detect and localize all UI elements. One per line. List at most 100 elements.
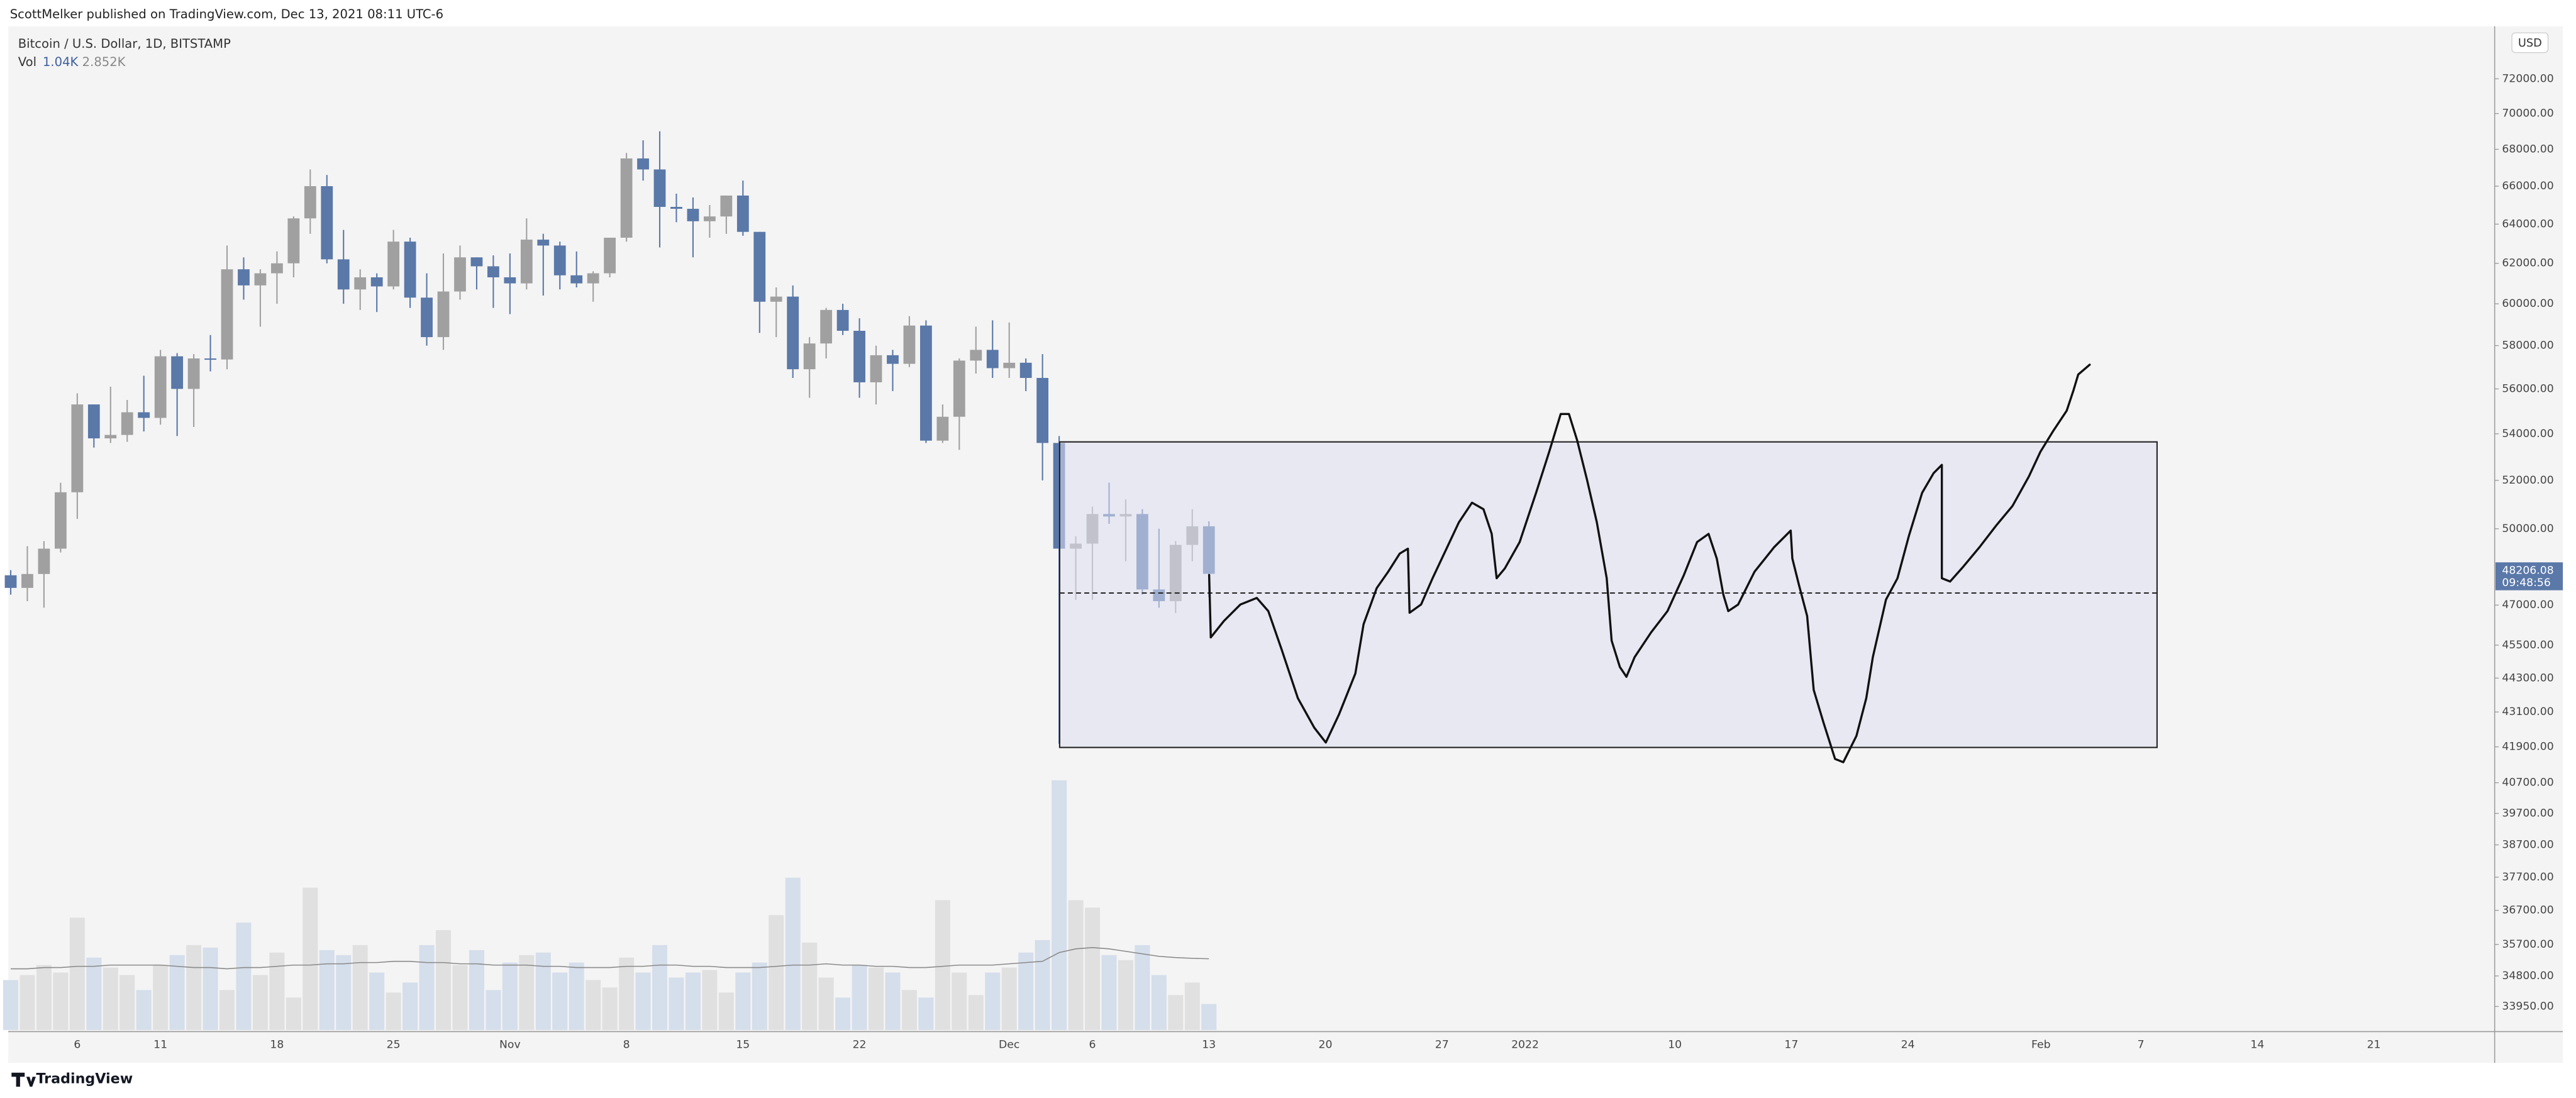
x-tick-label: 27 — [1435, 1038, 1449, 1051]
candle-body — [337, 259, 350, 290]
volume-ma-last: 2.852K — [82, 55, 126, 69]
candle-body — [703, 216, 716, 221]
publisher-note: ScottMelker published on TradingView.com… — [10, 7, 443, 21]
volume-bar — [336, 955, 352, 1030]
candle-body — [1019, 362, 1032, 378]
volume-bar — [1018, 952, 1034, 1030]
candle-body — [287, 218, 300, 263]
volume-bar — [452, 965, 468, 1030]
volume-bar — [1085, 907, 1101, 1030]
volume-bar — [286, 997, 301, 1030]
currency-button[interactable] — [2511, 32, 2549, 53]
x-tick-label: 18 — [270, 1038, 284, 1051]
candle-body — [254, 273, 267, 286]
candle-body — [71, 404, 84, 492]
y-tick-label: 38700.00 — [2502, 838, 2553, 851]
volume-bar — [685, 972, 701, 1030]
candle-body — [187, 358, 200, 389]
volume-bar — [252, 975, 268, 1030]
volume-bar — [735, 972, 751, 1030]
volume-bar — [901, 990, 917, 1030]
volume-bar — [985, 972, 1001, 1030]
volume-bar — [386, 992, 401, 1030]
volume-bar — [1151, 975, 1167, 1030]
candle-body — [437, 291, 450, 338]
y-tick-label: 37700.00 — [2502, 871, 2553, 884]
volume-label: Vol — [18, 55, 36, 69]
candle-body — [1003, 362, 1016, 369]
volume-bar — [835, 997, 851, 1030]
candle-body — [21, 574, 33, 588]
candle-body — [853, 331, 865, 382]
volume-bar — [269, 952, 285, 1030]
candle-body — [354, 277, 367, 290]
volume-bar — [718, 992, 734, 1030]
volume-bar — [952, 972, 967, 1030]
x-tick-label: 20 — [1319, 1038, 1333, 1051]
candle-body — [919, 325, 932, 441]
volume-bar — [552, 972, 568, 1030]
x-tick-label: 10 — [1668, 1038, 1682, 1051]
drawings — [1058, 363, 2158, 763]
volume-bar — [435, 930, 452, 1030]
x-tick-label: Dec — [999, 1038, 1019, 1051]
volume-ma-line — [11, 947, 1209, 970]
candle-body — [504, 277, 516, 284]
y-tick-label: 33950.00 — [2502, 1000, 2553, 1012]
candle-body — [38, 548, 50, 574]
candle-body — [54, 492, 67, 549]
volume-bar — [69, 918, 85, 1030]
candle-body — [487, 266, 499, 277]
candle-body — [903, 325, 916, 364]
candle-body — [321, 186, 333, 260]
x-tick-label: 8 — [623, 1038, 630, 1051]
volume-bar — [1068, 900, 1084, 1030]
volume-bar — [1135, 945, 1150, 1030]
candle-body — [887, 355, 899, 364]
x-tick-label: 6 — [74, 1038, 80, 1051]
volume-last: 1.04K — [43, 55, 79, 69]
y-tick-label: 35700.00 — [2502, 938, 2553, 951]
y-tick-label: 66000.00 — [2502, 180, 2553, 192]
x-tick-label: 24 — [1901, 1038, 1915, 1051]
volume-bar — [918, 997, 934, 1030]
freehand-projection — [1208, 363, 2091, 763]
candle-body — [537, 240, 550, 246]
volume-bar — [852, 965, 867, 1030]
y-tick-label: 41900.00 — [2502, 741, 2553, 753]
last-price-tag — [2495, 562, 2563, 591]
volume-bar — [602, 987, 618, 1030]
y-tick-label: 62000.00 — [2502, 257, 2553, 270]
candle-body — [238, 269, 250, 286]
currency[interactable]: USD — [2518, 37, 2542, 50]
y-tick-label: 44300.00 — [2502, 672, 2553, 684]
price-labels: 72000.00 70000.00 68000.00 66000.00 64000.00… — [74, 72, 2563, 1051]
volume-bar — [319, 950, 335, 1030]
candle-body — [720, 195, 733, 217]
volume-bar — [635, 972, 651, 1030]
brand-logo[interactable] — [11, 1072, 36, 1087]
candle-body — [370, 277, 383, 287]
candle-body — [803, 343, 816, 370]
volume-bar — [535, 952, 551, 1030]
candle-body — [770, 296, 782, 302]
candle-body — [970, 350, 982, 361]
candle-body — [953, 360, 965, 417]
y-tick-label: 50000.00 — [2502, 523, 2553, 535]
volume-bar — [1035, 940, 1050, 1030]
y-tick-label: 72000.00 — [2502, 72, 2553, 85]
y-tick-label: 34800.00 — [2502, 970, 2553, 982]
volume-bar — [1101, 955, 1117, 1030]
candle-body — [121, 412, 133, 435]
candle-body — [1036, 377, 1049, 443]
x-tick-label: 2022 — [1511, 1038, 1539, 1051]
volume-bar — [236, 923, 252, 1030]
y-tick-label: 45500.00 — [2502, 639, 2553, 652]
candle-body — [620, 158, 633, 238]
volume-bar — [369, 972, 385, 1030]
candle-body — [604, 237, 616, 274]
volume-bar — [3, 980, 19, 1030]
candle-body — [304, 186, 316, 219]
volume-bar — [1201, 1004, 1217, 1030]
brand[interactable]: TradingView — [36, 1071, 133, 1087]
